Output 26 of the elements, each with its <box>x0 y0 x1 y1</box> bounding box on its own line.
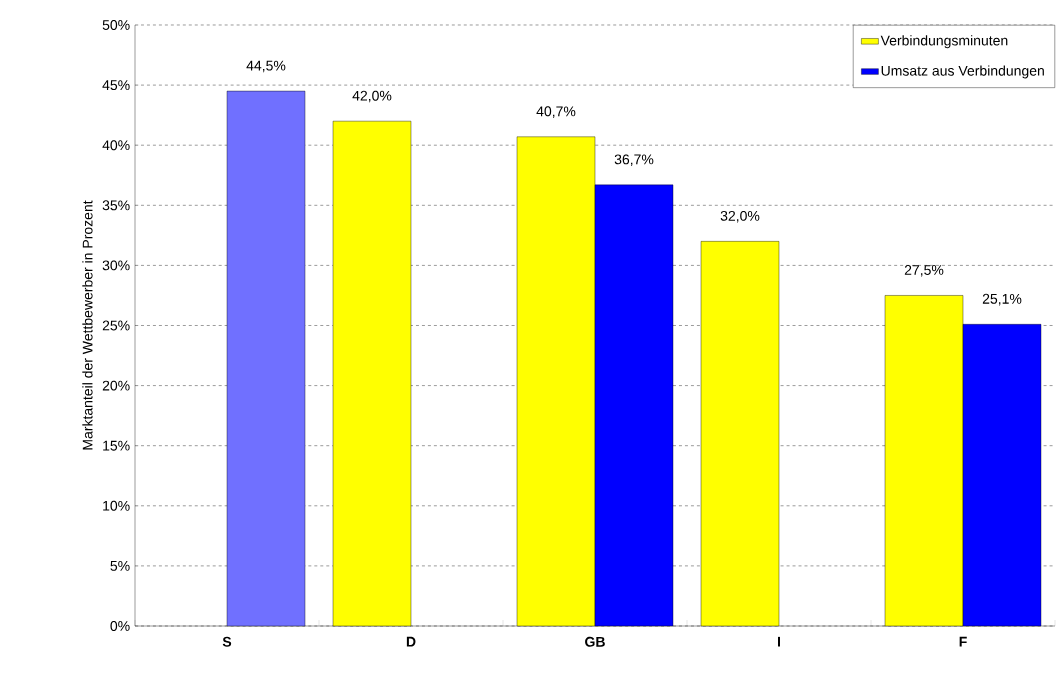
y-tick-label: 25% <box>102 320 130 331</box>
x-tick-label: F <box>959 636 967 647</box>
y-tick-label: 15% <box>103 440 130 451</box>
y-tick-label: 50% <box>102 20 130 30</box>
data-label: 36,7% <box>614 154 654 166</box>
y-tick-label: 40% <box>102 140 130 151</box>
data-label: 27,5% <box>904 265 944 277</box>
y-tick-label: 35% <box>102 200 130 211</box>
y-tick-label: 5% <box>110 560 130 571</box>
data-label: 42,0% <box>352 90 392 103</box>
data-label: 40,7% <box>536 106 576 118</box>
x-tick-label: GB <box>585 636 605 647</box>
x-tick-label: S <box>222 636 232 647</box>
y-tick-label: 30% <box>102 260 130 271</box>
legend-label: Umsatz aus Verbindungen <box>881 65 1044 79</box>
legend-label: Verbindungsminuten <box>880 35 1008 49</box>
y-tick-label: 45% <box>102 80 130 91</box>
data-label: 44,5% <box>246 60 286 73</box>
x-tick-label: D <box>406 636 416 647</box>
y-axis-title: Marktanteil der Wettbewerber in Prozent <box>82 200 93 450</box>
y-tick-label: 0% <box>110 621 130 631</box>
y-tick-label: 20% <box>102 380 130 391</box>
data-label: 32,0% <box>720 210 760 223</box>
data-label: 25,1% <box>982 293 1022 306</box>
y-tick-label: 10% <box>103 500 130 511</box>
x-tick-label: I <box>778 636 781 647</box>
